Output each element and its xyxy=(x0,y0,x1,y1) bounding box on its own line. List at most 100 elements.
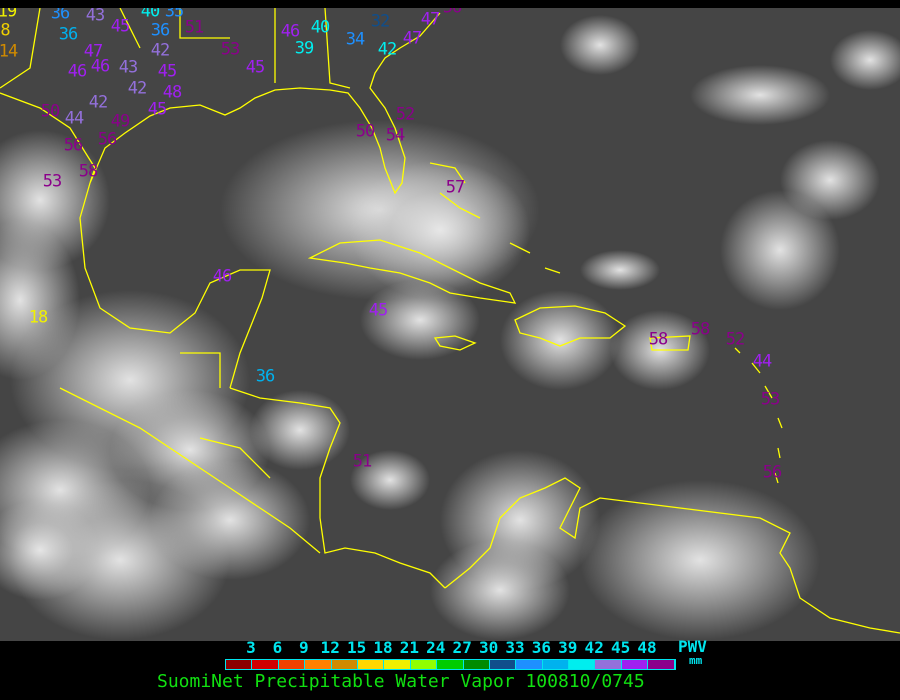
legend-tick: 30 xyxy=(478,638,499,657)
station-pwv-value: 18 xyxy=(28,307,49,328)
legend-unit: mm xyxy=(689,654,703,667)
colorbar-swatch xyxy=(410,660,438,669)
station-pwv-value: 46 xyxy=(280,21,301,42)
lesser-antilles xyxy=(734,347,783,484)
station-pwv-value: 45 xyxy=(147,99,168,120)
legend-tick: 48 xyxy=(637,638,657,657)
colorbar-swatch xyxy=(278,660,306,669)
coastlines xyxy=(0,8,900,634)
station-pwv-value: 42 xyxy=(88,92,109,113)
colorbar-swatch xyxy=(437,660,464,669)
station-pwv-value: 19 xyxy=(0,8,17,22)
colorbar-swatch xyxy=(252,660,279,669)
legend-tick: 42 xyxy=(584,638,604,657)
mexico-coast xyxy=(79,182,271,389)
puerto-rico xyxy=(649,335,691,351)
station-pwv-value: 36 xyxy=(50,8,71,24)
station-pwv-value: 36 xyxy=(150,20,171,41)
hispaniola xyxy=(514,305,627,347)
colorbar-swatch xyxy=(621,660,649,669)
station-pwv-value: 56 xyxy=(63,135,84,156)
legend-tick: 45 xyxy=(610,638,631,657)
south-america-coast xyxy=(444,477,900,634)
cloud xyxy=(360,280,480,360)
station-pwv-value: 32 xyxy=(370,11,391,32)
cloud xyxy=(690,65,830,125)
station-pwv-value: 53 xyxy=(42,171,63,192)
station-pwv-value: 8 xyxy=(0,20,10,41)
cloud xyxy=(580,480,820,640)
station-pwv-value: 45 xyxy=(368,300,389,321)
cloud xyxy=(780,140,880,220)
station-pwv-value: 46 xyxy=(90,56,111,77)
legend-tick: 6 xyxy=(272,638,283,657)
image-title: SuomiNet Precipitable Water Vapor 100810… xyxy=(157,671,645,692)
station-pwv-value: 51 xyxy=(352,451,373,472)
cloud xyxy=(0,500,100,600)
station-pwv-value: 56 xyxy=(762,462,783,483)
legend-tick: 9 xyxy=(298,638,309,657)
station-pwv-value: 45 xyxy=(110,16,131,37)
pwv-colorbar xyxy=(225,659,676,670)
us-gulf-coast xyxy=(0,12,441,195)
cuba xyxy=(307,239,517,304)
cloud xyxy=(430,540,570,640)
legend-tick: 36 xyxy=(531,638,552,657)
station-pwv-value: 51 xyxy=(184,17,205,38)
station-pwv-value: 57 xyxy=(445,177,466,198)
colorbar-swatch xyxy=(516,660,543,669)
station-pwv-value: 52 xyxy=(395,104,416,125)
station-pwv-value: 34 xyxy=(345,29,366,50)
colorbar-swatch xyxy=(357,660,385,669)
station-pwv-value: 46 xyxy=(212,266,233,287)
station-pwv-value: 45 xyxy=(245,57,266,78)
station-pwv-value: 36 xyxy=(255,366,276,387)
station-pwv-value: 40 xyxy=(140,8,161,22)
station-pwv-value: 52 xyxy=(725,329,746,350)
colorbar-swatch xyxy=(226,660,253,669)
station-pwv-value: 58 xyxy=(78,161,99,182)
legend-tick: 27 xyxy=(452,638,472,657)
station-pwv-value: 36 xyxy=(58,24,79,45)
legend-tick: 18 xyxy=(373,638,393,657)
station-pwv-value: 42 xyxy=(150,40,171,61)
station-pwv-value: 58 xyxy=(690,319,711,340)
legend-tick: 15 xyxy=(346,638,367,657)
legend-tick: 33 xyxy=(505,638,525,657)
station-pwv-value: 42 xyxy=(127,78,148,99)
cloud xyxy=(150,460,310,580)
legend-tick: 12 xyxy=(320,638,340,657)
station-pwv-value: 39 xyxy=(294,38,315,59)
station-pwv-value: 44 xyxy=(752,351,773,372)
station-pwv-value: 35 xyxy=(164,8,185,22)
bahamas xyxy=(429,162,561,274)
colorbar-swatch xyxy=(305,660,332,669)
colorbar-swatch xyxy=(542,660,570,669)
station-pwv-value: 53 xyxy=(760,389,781,410)
station-pwv-value: 50 xyxy=(355,121,376,142)
station-pwv-value: 53 xyxy=(220,39,241,60)
station-pwv-value: 43 xyxy=(85,8,106,26)
cloud xyxy=(560,15,640,75)
colorbar-swatch xyxy=(595,660,622,669)
colorbar-swatch xyxy=(569,660,596,669)
colorbar-swatch xyxy=(331,660,358,669)
legend-tick: 3 xyxy=(246,638,256,657)
station-pwv-value: 56 xyxy=(97,129,118,150)
station-pwv-value: 56 xyxy=(443,8,463,17)
station-pwv-value: 47 xyxy=(420,9,441,30)
station-pwv-value: 40 xyxy=(310,17,331,38)
colorbar-swatch xyxy=(648,660,675,669)
station-pwv-value: 50 xyxy=(40,101,61,122)
station-pwv-value: 54 xyxy=(385,125,406,146)
legend-unit-label: PWV xyxy=(678,637,707,656)
legend-tick: 21 xyxy=(399,638,420,657)
satellite-map: 19 8 14 36 43 45 40 35 36 51 36 47 46 46 43 42 45 42 48 53 4… xyxy=(0,8,900,641)
station-pwv-value: 42 xyxy=(377,39,398,60)
station-pwv-value: 45 xyxy=(157,61,178,82)
cloud xyxy=(350,450,430,510)
colorbar-swatch xyxy=(384,660,411,669)
station-pwv-value: 43 xyxy=(118,57,139,78)
jamaica xyxy=(433,335,477,351)
station-pwv-value: 46 xyxy=(67,61,88,82)
